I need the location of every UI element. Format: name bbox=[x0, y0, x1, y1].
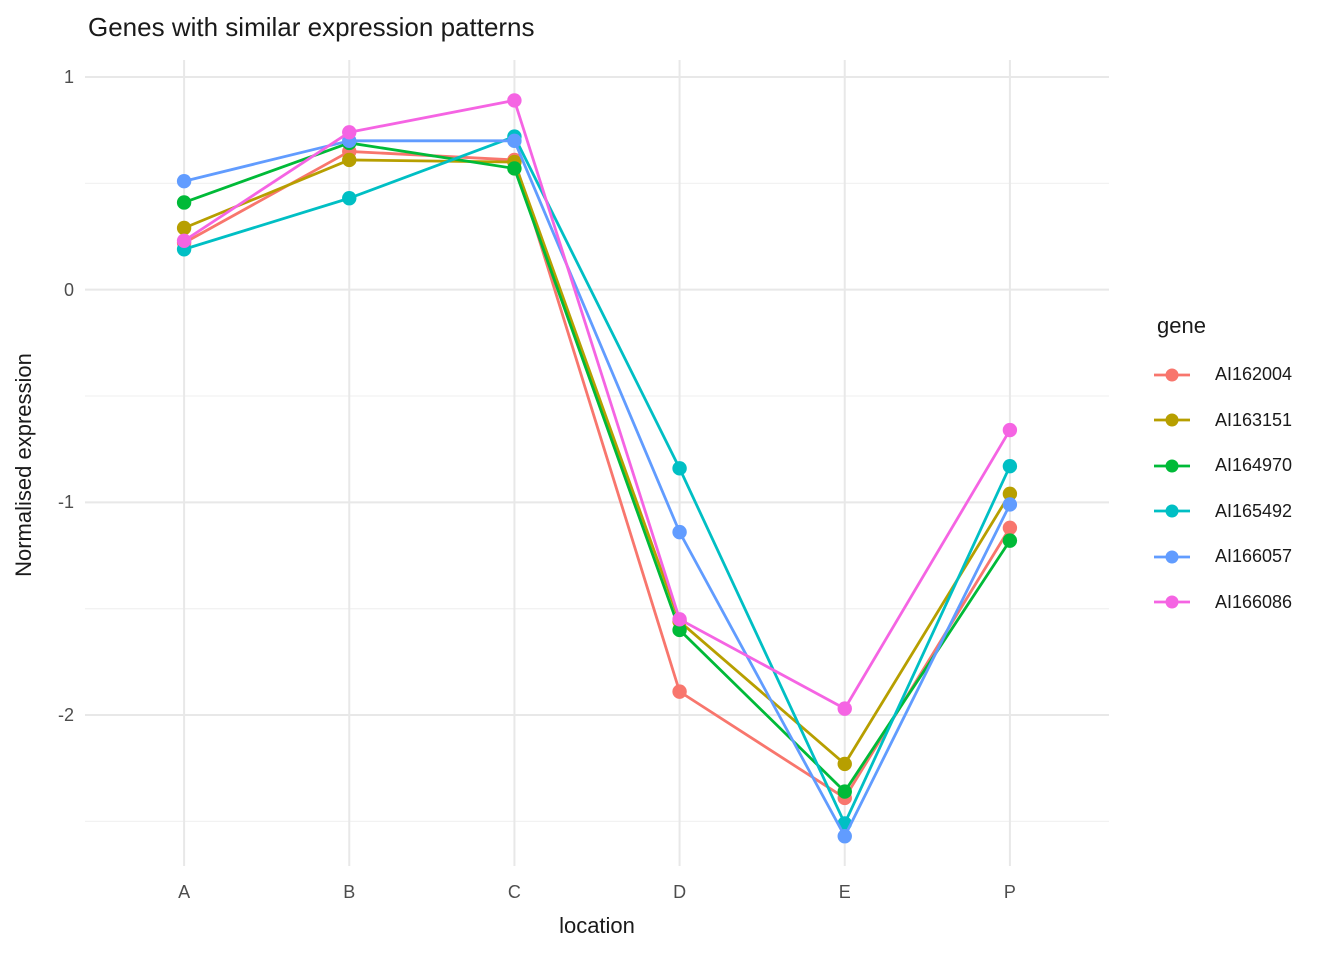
legend-entry-AI166086: AI166086 bbox=[1150, 580, 1292, 625]
y-tick-label: 0 bbox=[63, 279, 74, 300]
legend-label: AI166057 bbox=[1215, 546, 1293, 566]
data-point bbox=[672, 684, 687, 699]
legend-entry-AI164970: AI164970 bbox=[1150, 443, 1292, 488]
data-point bbox=[176, 195, 192, 210]
y-tick-label: 1 bbox=[63, 67, 74, 87]
data-point bbox=[672, 461, 687, 476]
x-tick-label: C bbox=[507, 882, 521, 902]
legend-key-icon bbox=[1154, 459, 1190, 472]
series-AI162004 bbox=[176, 144, 1018, 806]
data-point bbox=[672, 524, 687, 540]
data-point bbox=[342, 191, 357, 206]
legend-key-icon bbox=[1154, 413, 1190, 427]
series-AI163151 bbox=[176, 152, 1018, 772]
series-line bbox=[183, 158, 1012, 766]
grid-major-y bbox=[85, 76, 1109, 717]
legend-entry-AI166057: AI166057 bbox=[1150, 534, 1292, 579]
legend-title: gene bbox=[1157, 313, 1206, 338]
legend-key-icon bbox=[1154, 550, 1190, 563]
x-tick-label: B bbox=[343, 882, 356, 902]
data-point bbox=[672, 622, 687, 638]
legend-label: AI162004 bbox=[1215, 364, 1293, 384]
series-AI166057 bbox=[176, 133, 1018, 844]
grid-major-x bbox=[183, 60, 1011, 866]
legend-key-icon bbox=[1154, 504, 1190, 518]
series-AI166086 bbox=[176, 93, 1018, 716]
series-line bbox=[183, 99, 1012, 711]
data-point bbox=[837, 829, 852, 844]
legend-label: AI163151 bbox=[1215, 409, 1293, 430]
data-point bbox=[1002, 533, 1018, 548]
data-point bbox=[507, 133, 522, 149]
data-point bbox=[507, 93, 522, 108]
legend-label: AI166086 bbox=[1215, 591, 1293, 612]
y-tick-label: -2 bbox=[57, 705, 74, 725]
series-line bbox=[183, 141, 1012, 793]
legend-entry-AI165492: AI165492 bbox=[1150, 489, 1292, 534]
legend-entry-AI162004: AI162004 bbox=[1150, 352, 1292, 397]
data-point bbox=[176, 174, 192, 189]
series-line bbox=[183, 135, 1012, 825]
data-point bbox=[1002, 486, 1018, 502]
series-line bbox=[183, 139, 1012, 838]
x-tick-label: P bbox=[1003, 882, 1016, 902]
x-tick-label: E bbox=[838, 882, 851, 902]
data-point bbox=[342, 152, 357, 168]
y-axis-title: Normalised expression bbox=[11, 353, 36, 577]
data-point bbox=[672, 612, 687, 627]
y-tick-label: -1 bbox=[57, 492, 74, 513]
data-point bbox=[1002, 458, 1018, 474]
series-AI164970 bbox=[176, 135, 1018, 799]
data-point bbox=[837, 701, 852, 716]
series-line bbox=[183, 150, 1012, 800]
legend-label: AI165492 bbox=[1215, 500, 1293, 521]
data-point bbox=[176, 233, 192, 248]
chart-title: Genes with similar expression patterns bbox=[88, 12, 535, 42]
legend-key-icon bbox=[1154, 595, 1190, 609]
data-point bbox=[1002, 520, 1018, 536]
data-point bbox=[837, 756, 852, 772]
data-point bbox=[837, 784, 852, 799]
data-point bbox=[342, 125, 357, 140]
x-tick-label: A bbox=[178, 882, 191, 902]
data-point bbox=[1002, 422, 1018, 438]
legend-label: AI164970 bbox=[1215, 455, 1293, 475]
data-point bbox=[507, 161, 522, 176]
series-AI165492 bbox=[176, 129, 1018, 831]
x-tick-label: D bbox=[673, 882, 687, 902]
data-point bbox=[1002, 497, 1018, 512]
legend-key-icon bbox=[1154, 368, 1190, 381]
legend-entry-AI163151: AI163151 bbox=[1150, 398, 1292, 443]
data-point bbox=[176, 220, 192, 236]
x-axis-title: location bbox=[559, 913, 635, 938]
